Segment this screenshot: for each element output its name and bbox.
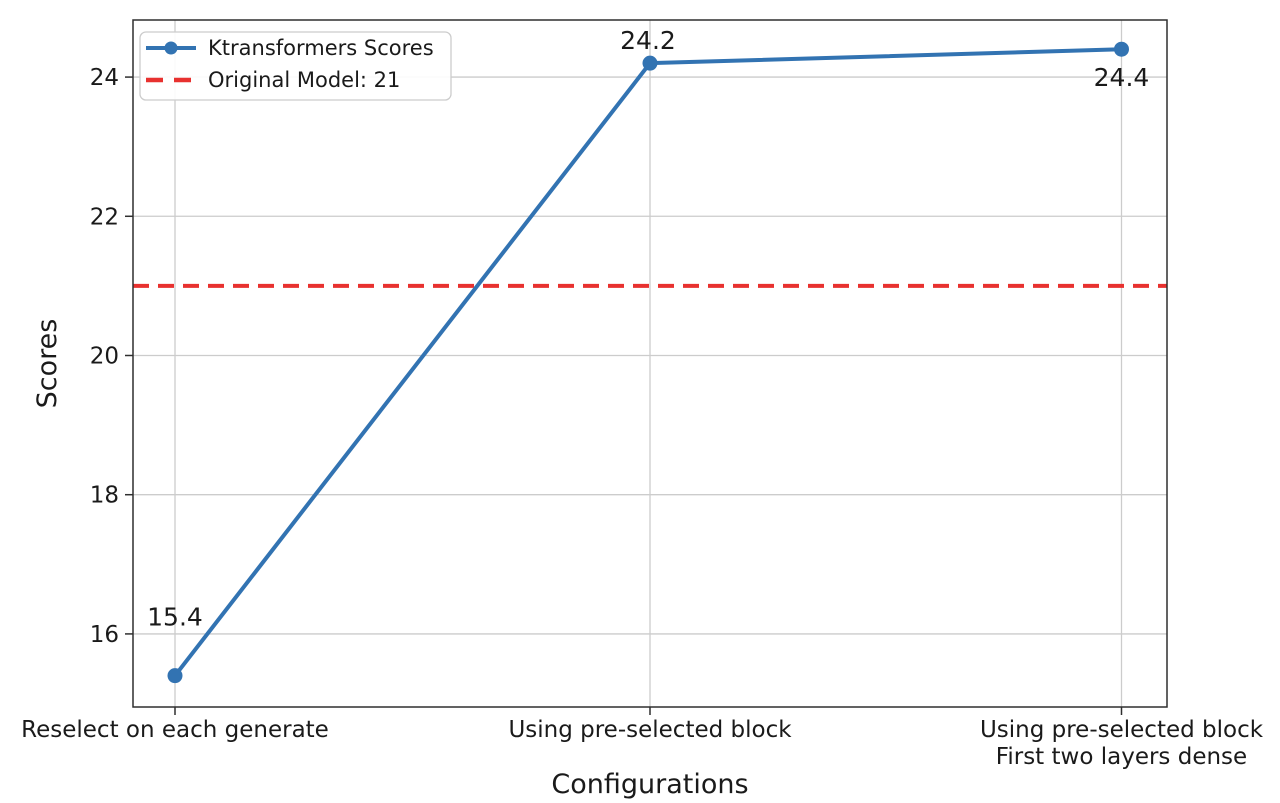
point-label: 24.2 [620, 26, 676, 55]
legend-box [139, 31, 452, 101]
x-tick-label: Reselect on each generate [21, 717, 329, 743]
legend-reference-label: Original Model: 21 [208, 68, 400, 92]
y-tick-label: 20 [90, 343, 119, 369]
y-tick-label: 24 [90, 65, 119, 91]
data-point-marker [642, 55, 658, 71]
data-point-marker [1114, 41, 1129, 57]
x-axis-label: Configurations [551, 769, 748, 800]
x-tick-label: Using pre-selected block [508, 717, 792, 743]
y-tick-label: 18 [90, 483, 119, 509]
legend-series-label: Ktransformers Scores [208, 36, 434, 60]
x-tick-label: Using pre-selected block First two layers… [980, 717, 1264, 770]
legend-series-marker-sample [164, 41, 178, 55]
y-axis-label: Scores [32, 319, 63, 409]
point-label: 15.4 [147, 603, 203, 632]
y-tick-label: 16 [90, 622, 119, 648]
y-tick-label: 22 [90, 204, 119, 230]
point-label: 24.4 [1094, 63, 1150, 92]
data-point-marker [167, 668, 183, 684]
